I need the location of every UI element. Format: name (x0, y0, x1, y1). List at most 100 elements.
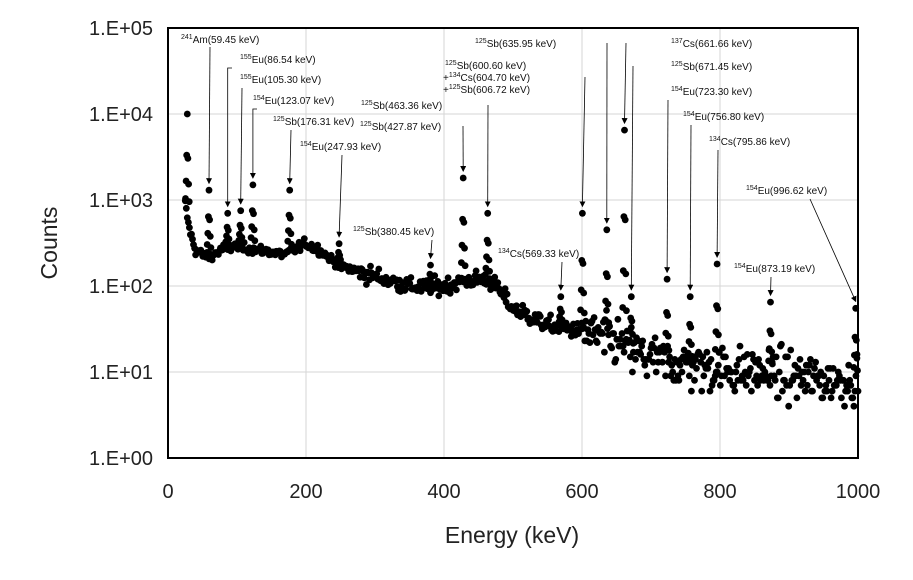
peak-label-element: Sb (461, 85, 474, 96)
peak-label-isotope: 154 (253, 95, 265, 102)
spectrum-point (250, 210, 257, 218)
spectrum-point (621, 126, 628, 134)
spectrum-point (314, 241, 322, 249)
peak-label: +134Cs(604.70 keV) (443, 72, 530, 84)
spectrum-point (755, 356, 762, 363)
peak-label-element: Sb (683, 62, 696, 73)
spectrum-point (632, 356, 639, 363)
spectrum-point (649, 358, 657, 366)
y-tick-label: 1.E+03 (89, 190, 153, 212)
spectrum-point (629, 330, 636, 338)
spectrum-point (651, 334, 659, 342)
spectrum-point (809, 387, 816, 395)
peak-label-energy: (380.45 keV) (377, 227, 434, 238)
peak-label: 125Sb(671.45 keV) (671, 61, 752, 73)
spectrum-point (206, 233, 214, 240)
spectrum-point (459, 174, 467, 182)
peak-label-isotope: 125 (449, 84, 461, 91)
peak-arrow (237, 87, 244, 205)
peak-label-energy: (123.07 keV) (277, 96, 334, 107)
peak-label-energy: (873.19 keV) (758, 264, 815, 275)
spectrum-point (603, 307, 610, 314)
spectrum-point (547, 311, 554, 319)
x-tick-label: 0 (162, 481, 173, 503)
spectrum-point (604, 300, 612, 308)
spectrum-point (804, 368, 812, 376)
peak-arrow (286, 129, 293, 185)
spectrum-point (779, 387, 786, 395)
spectrum-point (771, 376, 779, 384)
spectrum-point (618, 330, 626, 337)
spectrum-point (706, 387, 714, 395)
x-tick-label: 200 (289, 481, 322, 503)
spectrum-point (812, 358, 819, 366)
peak-label-element: Sb (285, 117, 298, 128)
peak-label: 154Eu(247.93 keV) (300, 141, 381, 153)
spectrum-point (668, 361, 676, 369)
peak-arrow (628, 65, 635, 291)
spectrum-point (754, 381, 761, 389)
spectrum-point (608, 344, 616, 352)
spectrum-point (840, 376, 847, 384)
spectrum-point (367, 262, 374, 270)
spectrum-point (730, 381, 738, 389)
peak-label-element: Eu (758, 186, 770, 197)
spectrum-point (605, 319, 613, 327)
peak-arrow (809, 198, 857, 303)
spectrum-point (251, 237, 259, 245)
peak-label: 134Cs(795.86 keV) (709, 136, 790, 148)
peak-label-isotope: 241 (181, 34, 193, 41)
peak-label-energy: (671.45 keV) (695, 62, 752, 73)
spectrum-point (461, 262, 469, 270)
spectrum-point (793, 394, 801, 402)
spectrum-point (742, 381, 750, 389)
peak-label: 137Cs(661.66 keV) (671, 38, 752, 50)
spectrum-point (700, 372, 708, 380)
spectrum-point (427, 261, 434, 269)
spectrum-point (639, 337, 647, 345)
spectrum-point (688, 341, 695, 348)
spectrum-point (691, 376, 698, 384)
peak-label-energy: (661.66 keV) (695, 39, 752, 50)
peak-label-isotope: 125 (361, 100, 373, 107)
spectrum-point (664, 312, 672, 319)
spectrum-point (768, 348, 776, 356)
peak-arrow (687, 124, 694, 291)
spectrum-point (629, 368, 636, 376)
spectrum-point (767, 298, 774, 306)
spectrum-point (435, 292, 443, 300)
peak-arrow (579, 76, 586, 208)
peak-label-energy: (86.54 keV) (264, 55, 316, 66)
spectrum-point (406, 280, 414, 287)
peak-label-isotope: 125 (445, 60, 457, 67)
spectrum-point (844, 387, 851, 395)
peak-label-element: Sb (372, 122, 385, 133)
spectrum-point (822, 381, 830, 389)
spectrum-point (646, 351, 654, 358)
spectrum-point (523, 307, 531, 315)
peak-label-element: Eu (695, 112, 707, 123)
peak-label-isotope: 154 (683, 111, 695, 118)
peak-arrow (249, 108, 257, 179)
spectrum-point (811, 365, 818, 372)
spectrum-point (845, 361, 853, 369)
spectrum-point (375, 265, 383, 273)
peak-label-element: Cs (721, 137, 733, 148)
spectrum-point (337, 261, 345, 268)
spectrum-point (775, 368, 783, 376)
spectrum-point (580, 289, 588, 297)
peak-label-energy: (756.80 keV) (707, 112, 764, 123)
spectrum-point (627, 293, 635, 301)
spectrum-point (580, 309, 588, 317)
spectrum-point (610, 330, 618, 337)
spectrum-point (731, 387, 739, 395)
spectrum-point (288, 240, 295, 248)
peak-label-isotope: 134 (709, 136, 721, 143)
spectrum-point (601, 348, 608, 356)
spectrum-point (579, 260, 587, 267)
spectrum-point (491, 273, 499, 281)
spectrum-point (801, 387, 809, 395)
spectrum-point (184, 155, 192, 162)
peak-label-prefix: + (443, 73, 449, 84)
spectrum-point (446, 289, 454, 297)
